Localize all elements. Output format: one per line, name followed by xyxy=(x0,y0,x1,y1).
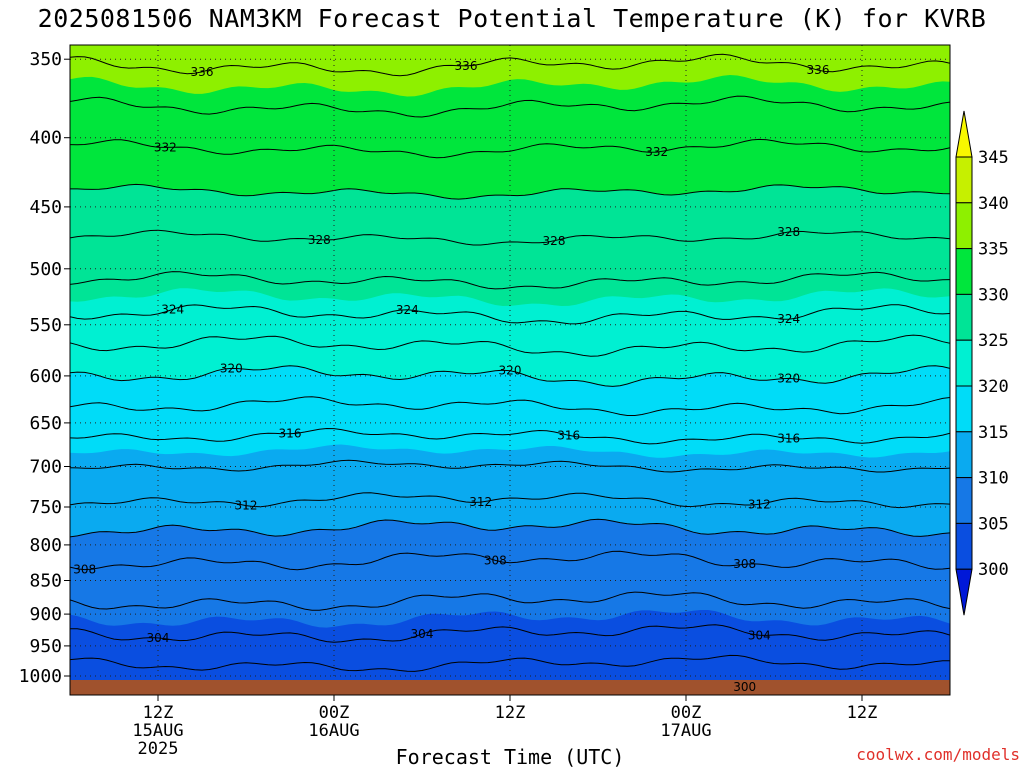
colorbar-tick-label-330: 330 xyxy=(978,285,1009,305)
isentrope-312 xyxy=(70,492,950,509)
colorbar-tick-label-340: 340 xyxy=(978,194,1009,214)
contour-label-312: 312 xyxy=(748,497,771,511)
isentrope-316 xyxy=(70,427,950,445)
x-tick-label: 12Z xyxy=(495,703,526,723)
credit-link[interactable]: coolwx.com/models xyxy=(856,745,1020,764)
contour-label-320: 320 xyxy=(220,361,243,375)
contour-labels: 3443443443403403363363363323323283283283… xyxy=(73,59,830,694)
colorbar-band-325-330 xyxy=(955,293,973,341)
contour-label-324: 324 xyxy=(396,303,419,317)
isentrope-322 xyxy=(70,334,950,357)
fill-band-above-340 xyxy=(70,0,950,45)
y-tick-label-400: 400 xyxy=(29,128,62,149)
chart-title: 2025081506 NAM3KM Forecast Potential Tem… xyxy=(37,4,987,33)
y-tick-label-500: 500 xyxy=(29,259,62,280)
colorbar-arrow-bottom xyxy=(955,568,973,616)
colorbar-band-340-345 xyxy=(955,156,973,204)
contour-label-320: 320 xyxy=(499,364,522,378)
contour-label-308: 308 xyxy=(73,563,96,577)
contour-label-316: 316 xyxy=(557,428,580,442)
contour-label-328: 328 xyxy=(777,225,800,239)
contour-label-336: 336 xyxy=(455,59,478,73)
y-tick-label-600: 600 xyxy=(29,366,62,387)
contour-label-300: 300 xyxy=(733,680,756,694)
contour-label-324: 324 xyxy=(161,302,184,316)
x-tick-label: 00Z xyxy=(319,703,350,723)
isentrope-328 xyxy=(70,229,950,246)
y-tick-label-950: 950 xyxy=(29,636,62,657)
colorbar-tick-label-325: 325 xyxy=(978,331,1009,351)
colorbar-band-320-325 xyxy=(955,339,973,387)
y-axis-ticks: 2503003504004505005506006507007508008509… xyxy=(19,49,70,687)
contour-label-316: 316 xyxy=(279,427,302,441)
contour-label-324: 324 xyxy=(777,312,800,326)
contour-label-308: 308 xyxy=(733,557,756,571)
contour-label-312: 312 xyxy=(469,495,492,509)
contour-label-320: 320 xyxy=(777,371,800,385)
contour-label-312: 312 xyxy=(235,499,258,513)
x-tick-label: 17AUG xyxy=(660,721,711,741)
x-tick-label: 00Z xyxy=(671,703,702,723)
colorbar-band-330-335 xyxy=(955,248,973,295)
isentrope-308 xyxy=(70,550,950,571)
y-tick-label-350: 350 xyxy=(29,49,62,70)
colorbar-tick-label-335: 335 xyxy=(978,240,1009,260)
fill-band-above-345 xyxy=(70,0,950,45)
x-tick-label: 12Z xyxy=(143,703,174,723)
y-tick-label-700: 700 xyxy=(29,457,62,478)
isentrope-338 xyxy=(70,6,950,26)
contour-label-332: 332 xyxy=(154,140,177,154)
contour-label-308: 308 xyxy=(484,553,507,567)
y-tick-label-550: 550 xyxy=(29,315,62,336)
isentrope-334 xyxy=(70,95,950,118)
contour-label-328: 328 xyxy=(308,233,331,247)
colorbar-band-335-340 xyxy=(955,202,973,250)
x-tick-label: 15AUG xyxy=(132,721,183,741)
y-tick-label-1000: 1000 xyxy=(19,666,62,687)
isentrope-302 xyxy=(70,654,950,672)
x-tick-label: 16AUG xyxy=(308,721,359,741)
colorbar-band-310-315 xyxy=(955,431,973,479)
y-tick-label-800: 800 xyxy=(29,535,62,556)
colorbar-band-315-320 xyxy=(955,385,973,433)
isentrope-304 xyxy=(70,624,950,643)
contour-label-336: 336 xyxy=(807,63,830,77)
colorbar-tick-label-310: 310 xyxy=(978,469,1009,489)
y-tick-label-750: 750 xyxy=(29,497,62,518)
y-tick-label-650: 650 xyxy=(29,413,62,434)
colorbar-tick-label-300: 300 xyxy=(978,560,1009,580)
colorbar-tick-label-305: 305 xyxy=(978,514,1009,534)
colorbar-arrow-top xyxy=(955,110,973,158)
y-tick-label-850: 850 xyxy=(29,571,62,592)
y-tick-label-450: 450 xyxy=(29,197,62,218)
isentrope-324 xyxy=(70,304,950,325)
contour-label-328: 328 xyxy=(543,234,566,248)
colorbar-tick-label-320: 320 xyxy=(978,377,1009,397)
colorbar-tick-label-345: 345 xyxy=(978,148,1009,168)
isentrope-336 xyxy=(70,53,950,77)
ground-bar xyxy=(70,680,950,695)
contour-label-304: 304 xyxy=(411,627,434,641)
grid-lines xyxy=(70,45,950,695)
colorbar-band-305-310 xyxy=(955,477,973,524)
x-tick-label: 12Z xyxy=(847,703,878,723)
isentrope-332 xyxy=(70,138,950,159)
colorbar: 345 340 335 330 325 320 315 310 305 300 xyxy=(955,110,1009,616)
contour-label-336: 336 xyxy=(191,65,214,79)
contour-label-304: 304 xyxy=(147,631,170,645)
x-tick-label: 2025 xyxy=(138,739,179,759)
contour-label-332: 332 xyxy=(645,145,668,159)
isentrope-306 xyxy=(70,591,950,611)
contour-label-304: 304 xyxy=(748,628,771,642)
colorbar-tick-label-315: 315 xyxy=(978,423,1009,443)
isentrope-310 xyxy=(70,518,950,538)
isentrope-326 xyxy=(70,271,950,290)
x-axis-label: Forecast Time (UTC) xyxy=(395,745,625,769)
colorbar-band-300-305 xyxy=(955,522,973,570)
contour-label-316: 316 xyxy=(777,432,800,446)
y-tick-label-900: 900 xyxy=(29,604,62,625)
isentrope-318 xyxy=(70,396,950,416)
